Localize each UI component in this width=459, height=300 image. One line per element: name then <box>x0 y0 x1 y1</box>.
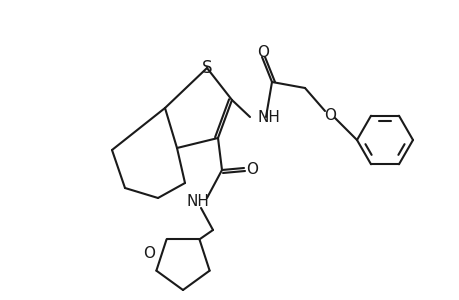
Text: NH: NH <box>257 110 280 124</box>
Text: O: O <box>246 161 257 176</box>
Text: S: S <box>202 59 212 77</box>
Text: O: O <box>323 107 335 122</box>
Text: O: O <box>257 44 269 59</box>
Text: NH: NH <box>186 194 209 209</box>
Text: O: O <box>143 245 155 260</box>
